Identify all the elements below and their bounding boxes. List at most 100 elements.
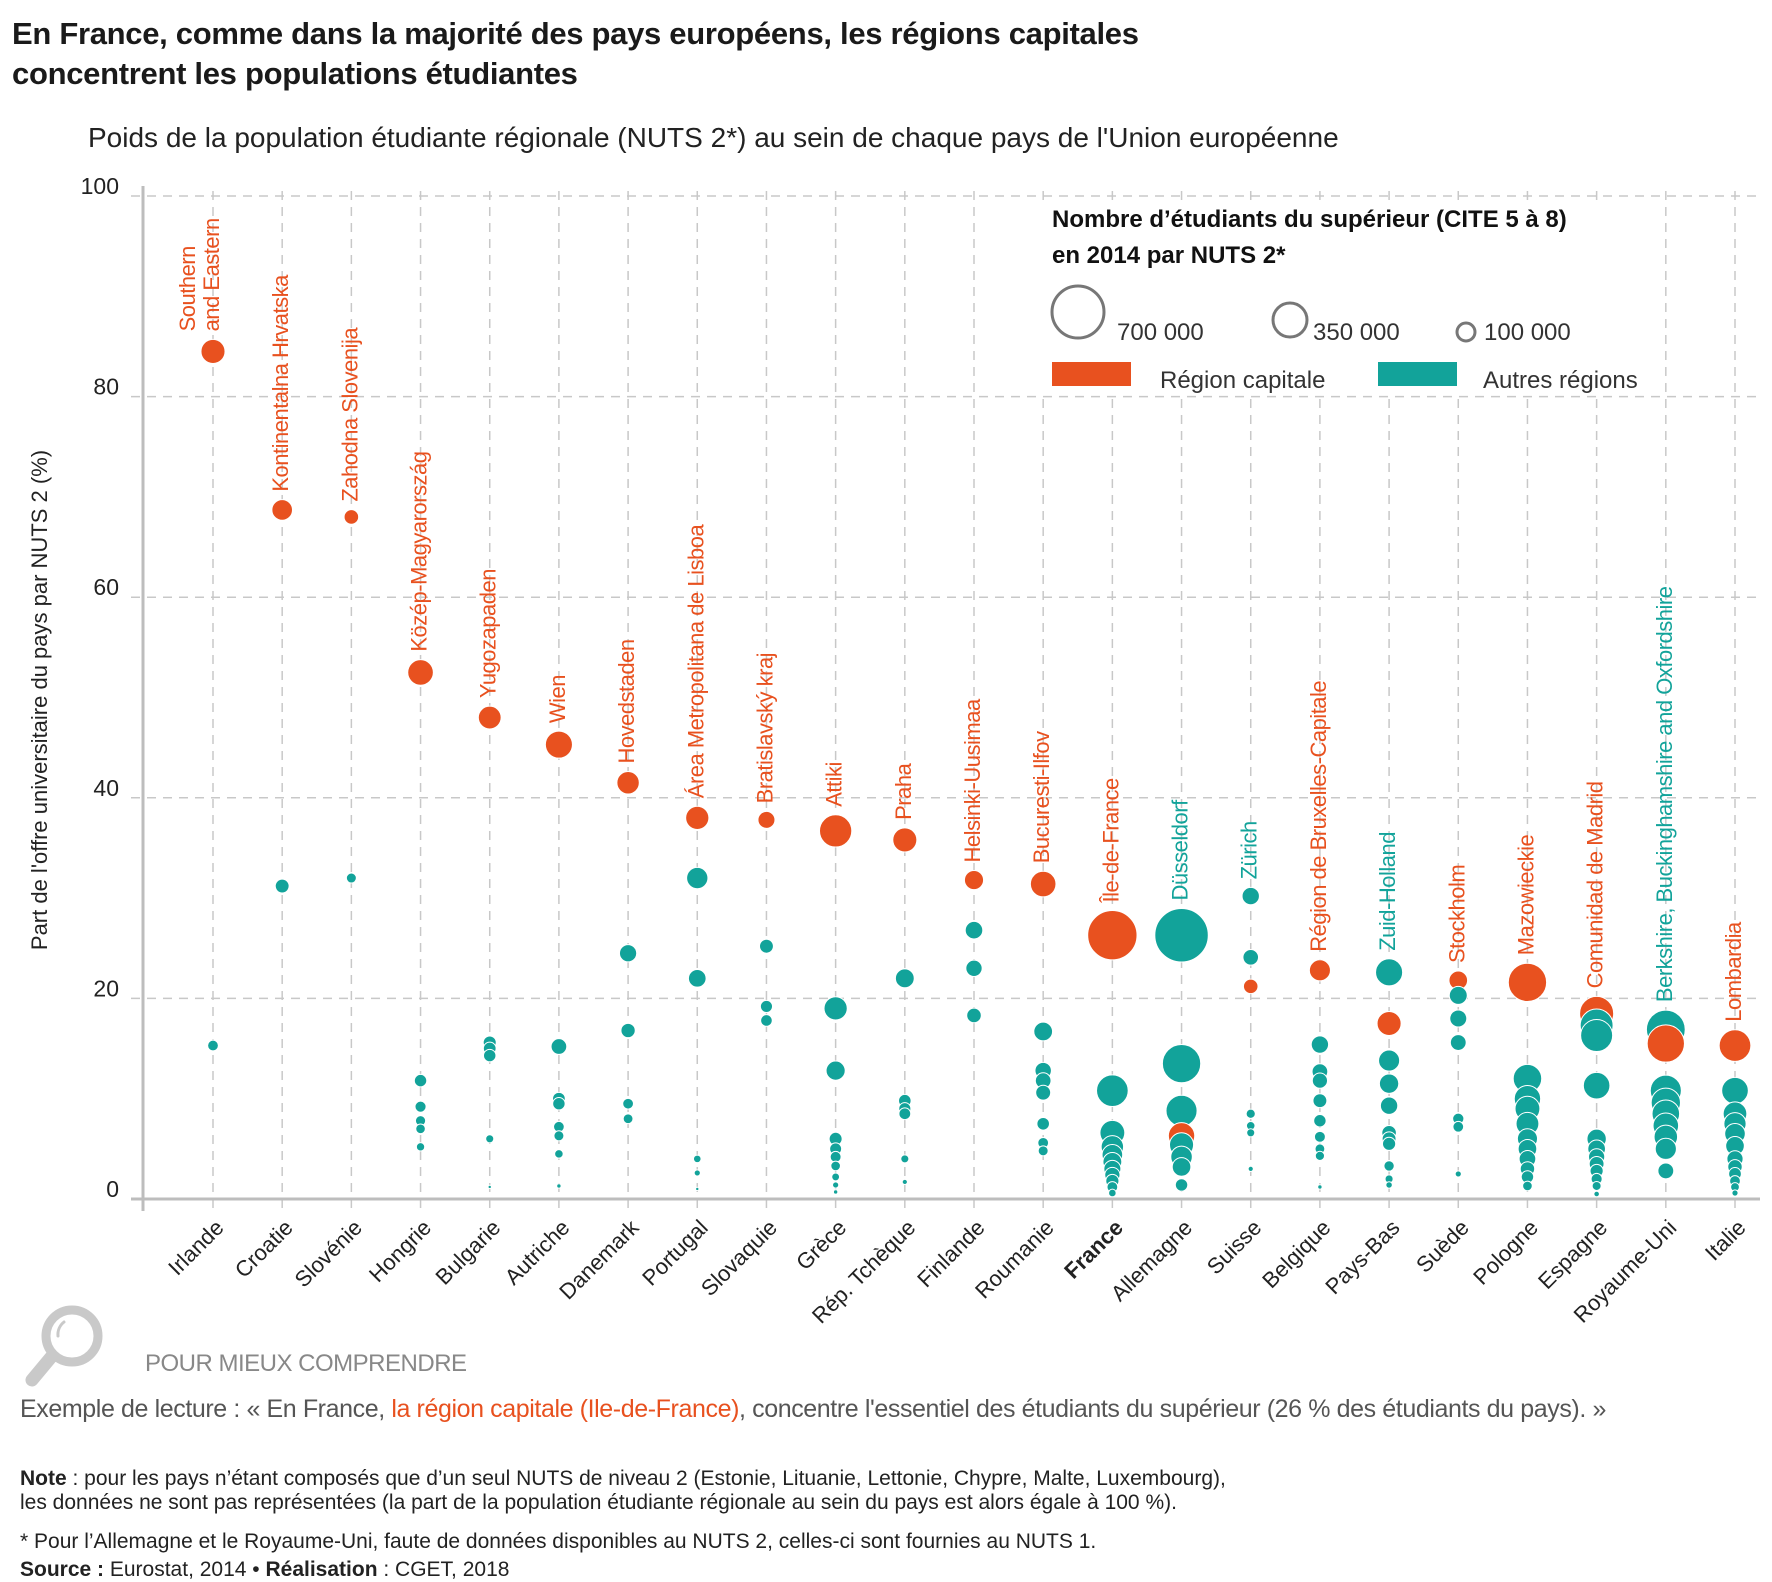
point-capital-region [892, 827, 918, 853]
point-other-region [1174, 1178, 1189, 1192]
legend-other-label: Autres régions [1483, 367, 1638, 394]
point-other-region [1721, 1076, 1749, 1105]
y-tick-label: 0 [106, 1176, 119, 1202]
region-label: Közép-Magyarország [407, 452, 432, 652]
point-other-region [965, 959, 983, 977]
point-other-region [414, 1100, 427, 1113]
magnifier-icon [25, 1305, 103, 1387]
point-other-region [1385, 1181, 1393, 1189]
point-other-region [1161, 1043, 1202, 1084]
x-tick-label: Hongrie [364, 1215, 436, 1287]
x-tick-label: Pays-Bas [1320, 1215, 1404, 1299]
example-highlight: la région capitale (Ile-de-France) [391, 1395, 739, 1423]
point-other-region [487, 1184, 492, 1190]
point-other-region [1036, 1116, 1050, 1131]
y-tick-label: 60 [93, 574, 119, 600]
region-label: Kontinentalna Hrvatska [268, 274, 293, 492]
legend: Nombre d’étudiants du supérieur (CITE 5 … [1035, 200, 1638, 395]
point-other-region [1580, 1019, 1614, 1053]
note-line-2: les données ne sont pas représentées (la… [20, 1491, 1177, 1514]
point-capital-region [616, 771, 640, 795]
point-capital-region [1087, 910, 1138, 961]
point-other-region [693, 1169, 701, 1177]
point-other-region [622, 1113, 634, 1125]
y-axis: 0 20 40 60 80 100 [81, 173, 1760, 1211]
point-other-region [1096, 1074, 1129, 1108]
x-tick-label: Croatie [230, 1215, 298, 1283]
point-other-region [900, 1154, 910, 1164]
source-label: Source : [20, 1558, 105, 1581]
legend-background [1035, 200, 1635, 395]
chart-subtitle: Poids de la population étudiante régiona… [88, 122, 1339, 153]
point-other-region [1591, 1180, 1602, 1191]
example-prefix: Exemple de lecture : « En France, [20, 1395, 392, 1423]
note-line-1: : pour les pays n’étant composés que d’u… [66, 1467, 1226, 1490]
point-other-region [1035, 1084, 1052, 1101]
point-capital-region [1507, 962, 1548, 1003]
point-other-region [1310, 1035, 1330, 1054]
region-label: Área Metropolitana de Lisboa [683, 524, 708, 799]
x-tick-label: Bulgarie [431, 1215, 506, 1290]
point-other-region [1311, 1072, 1329, 1089]
point-other-region [1313, 1130, 1326, 1143]
point-other-region [1378, 1049, 1401, 1072]
point-other-region [831, 1172, 841, 1182]
legend-capital-label: Région capitale [1160, 367, 1325, 394]
realisation-value: : CGET, 2018 [377, 1558, 510, 1581]
point-capital-region [818, 814, 853, 848]
region-label: Helsinki-Uusimaa [960, 698, 985, 862]
y-axis-label: Part de l'offre universitaire du pays pa… [27, 450, 52, 950]
point-other-region [1317, 1184, 1323, 1190]
y-tick-label: 20 [93, 975, 119, 1001]
point-other-region [274, 878, 290, 894]
x-tick-label: Irlande [163, 1215, 228, 1280]
note-label: Note [20, 1467, 67, 1490]
legend-size-100000 [1455, 321, 1477, 343]
legend-size-350000 [1271, 301, 1309, 339]
point-other-region [1246, 1128, 1256, 1138]
point-other-region [415, 1142, 426, 1152]
example-suffix: , concentre l'essentiel des étudiants du… [739, 1395, 1606, 1423]
point-other-region [964, 920, 984, 940]
point-capital-region [477, 705, 502, 730]
point-other-region [823, 996, 848, 1021]
point-other-region [1657, 1162, 1675, 1180]
point-capital-region [1029, 870, 1057, 898]
x-tick-label: Slovaquie [696, 1215, 782, 1301]
region-label: Praha [891, 762, 916, 819]
x-axis-labels: Irlande CroatieSlovénieHongrieBulgarieAut… [163, 1214, 1750, 1328]
region-label: Southern [175, 246, 200, 331]
point-other-region [1037, 1145, 1049, 1157]
point-other-region [759, 938, 774, 954]
region-label: Île-de-France [1098, 778, 1123, 904]
point-other-region [1449, 1034, 1467, 1051]
point-other-region [483, 1048, 497, 1063]
point-other-region [550, 1038, 568, 1055]
point-other-region [1241, 886, 1260, 906]
x-tick-label: Grèce [791, 1215, 851, 1275]
point-capital-region [685, 805, 710, 830]
point-capital-region [200, 338, 226, 365]
point-other-region [1154, 907, 1209, 963]
legend-size-label-100000: 100 000 [1484, 319, 1571, 346]
x-tick-label: France [1059, 1215, 1128, 1284]
region-labels: Southern and Eastern Kontinentalna Hrvatsk… [175, 218, 1746, 1021]
region-label: Wien [545, 675, 570, 723]
region-label: Bratislavský kraj [752, 653, 777, 803]
region-label: Stockholm [1444, 865, 1469, 963]
point-other-region [618, 944, 638, 963]
point-other-region [1312, 1093, 1328, 1109]
source-value: Eurostat, 2014 • [104, 1558, 266, 1581]
point-other-region [901, 1178, 908, 1186]
point-other-region [1247, 1165, 1254, 1173]
star-note: * Pour l’Allemagne et le Royaume-Uni, fa… [20, 1530, 1097, 1553]
point-other-region [1449, 1009, 1468, 1028]
point-other-region [620, 1022, 636, 1039]
point-capital-region [757, 810, 776, 829]
point-other-region [1654, 1137, 1677, 1160]
point-other-region [1448, 985, 1468, 1005]
y-tick-label: 40 [93, 775, 119, 801]
point-other-region [1313, 1114, 1327, 1128]
point-capital-region [544, 730, 573, 759]
point-other-region [415, 1123, 426, 1135]
